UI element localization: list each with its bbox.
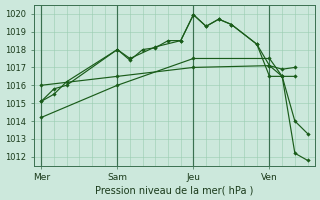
X-axis label: Pression niveau de la mer( hPa ): Pression niveau de la mer( hPa ) [95, 185, 253, 195]
